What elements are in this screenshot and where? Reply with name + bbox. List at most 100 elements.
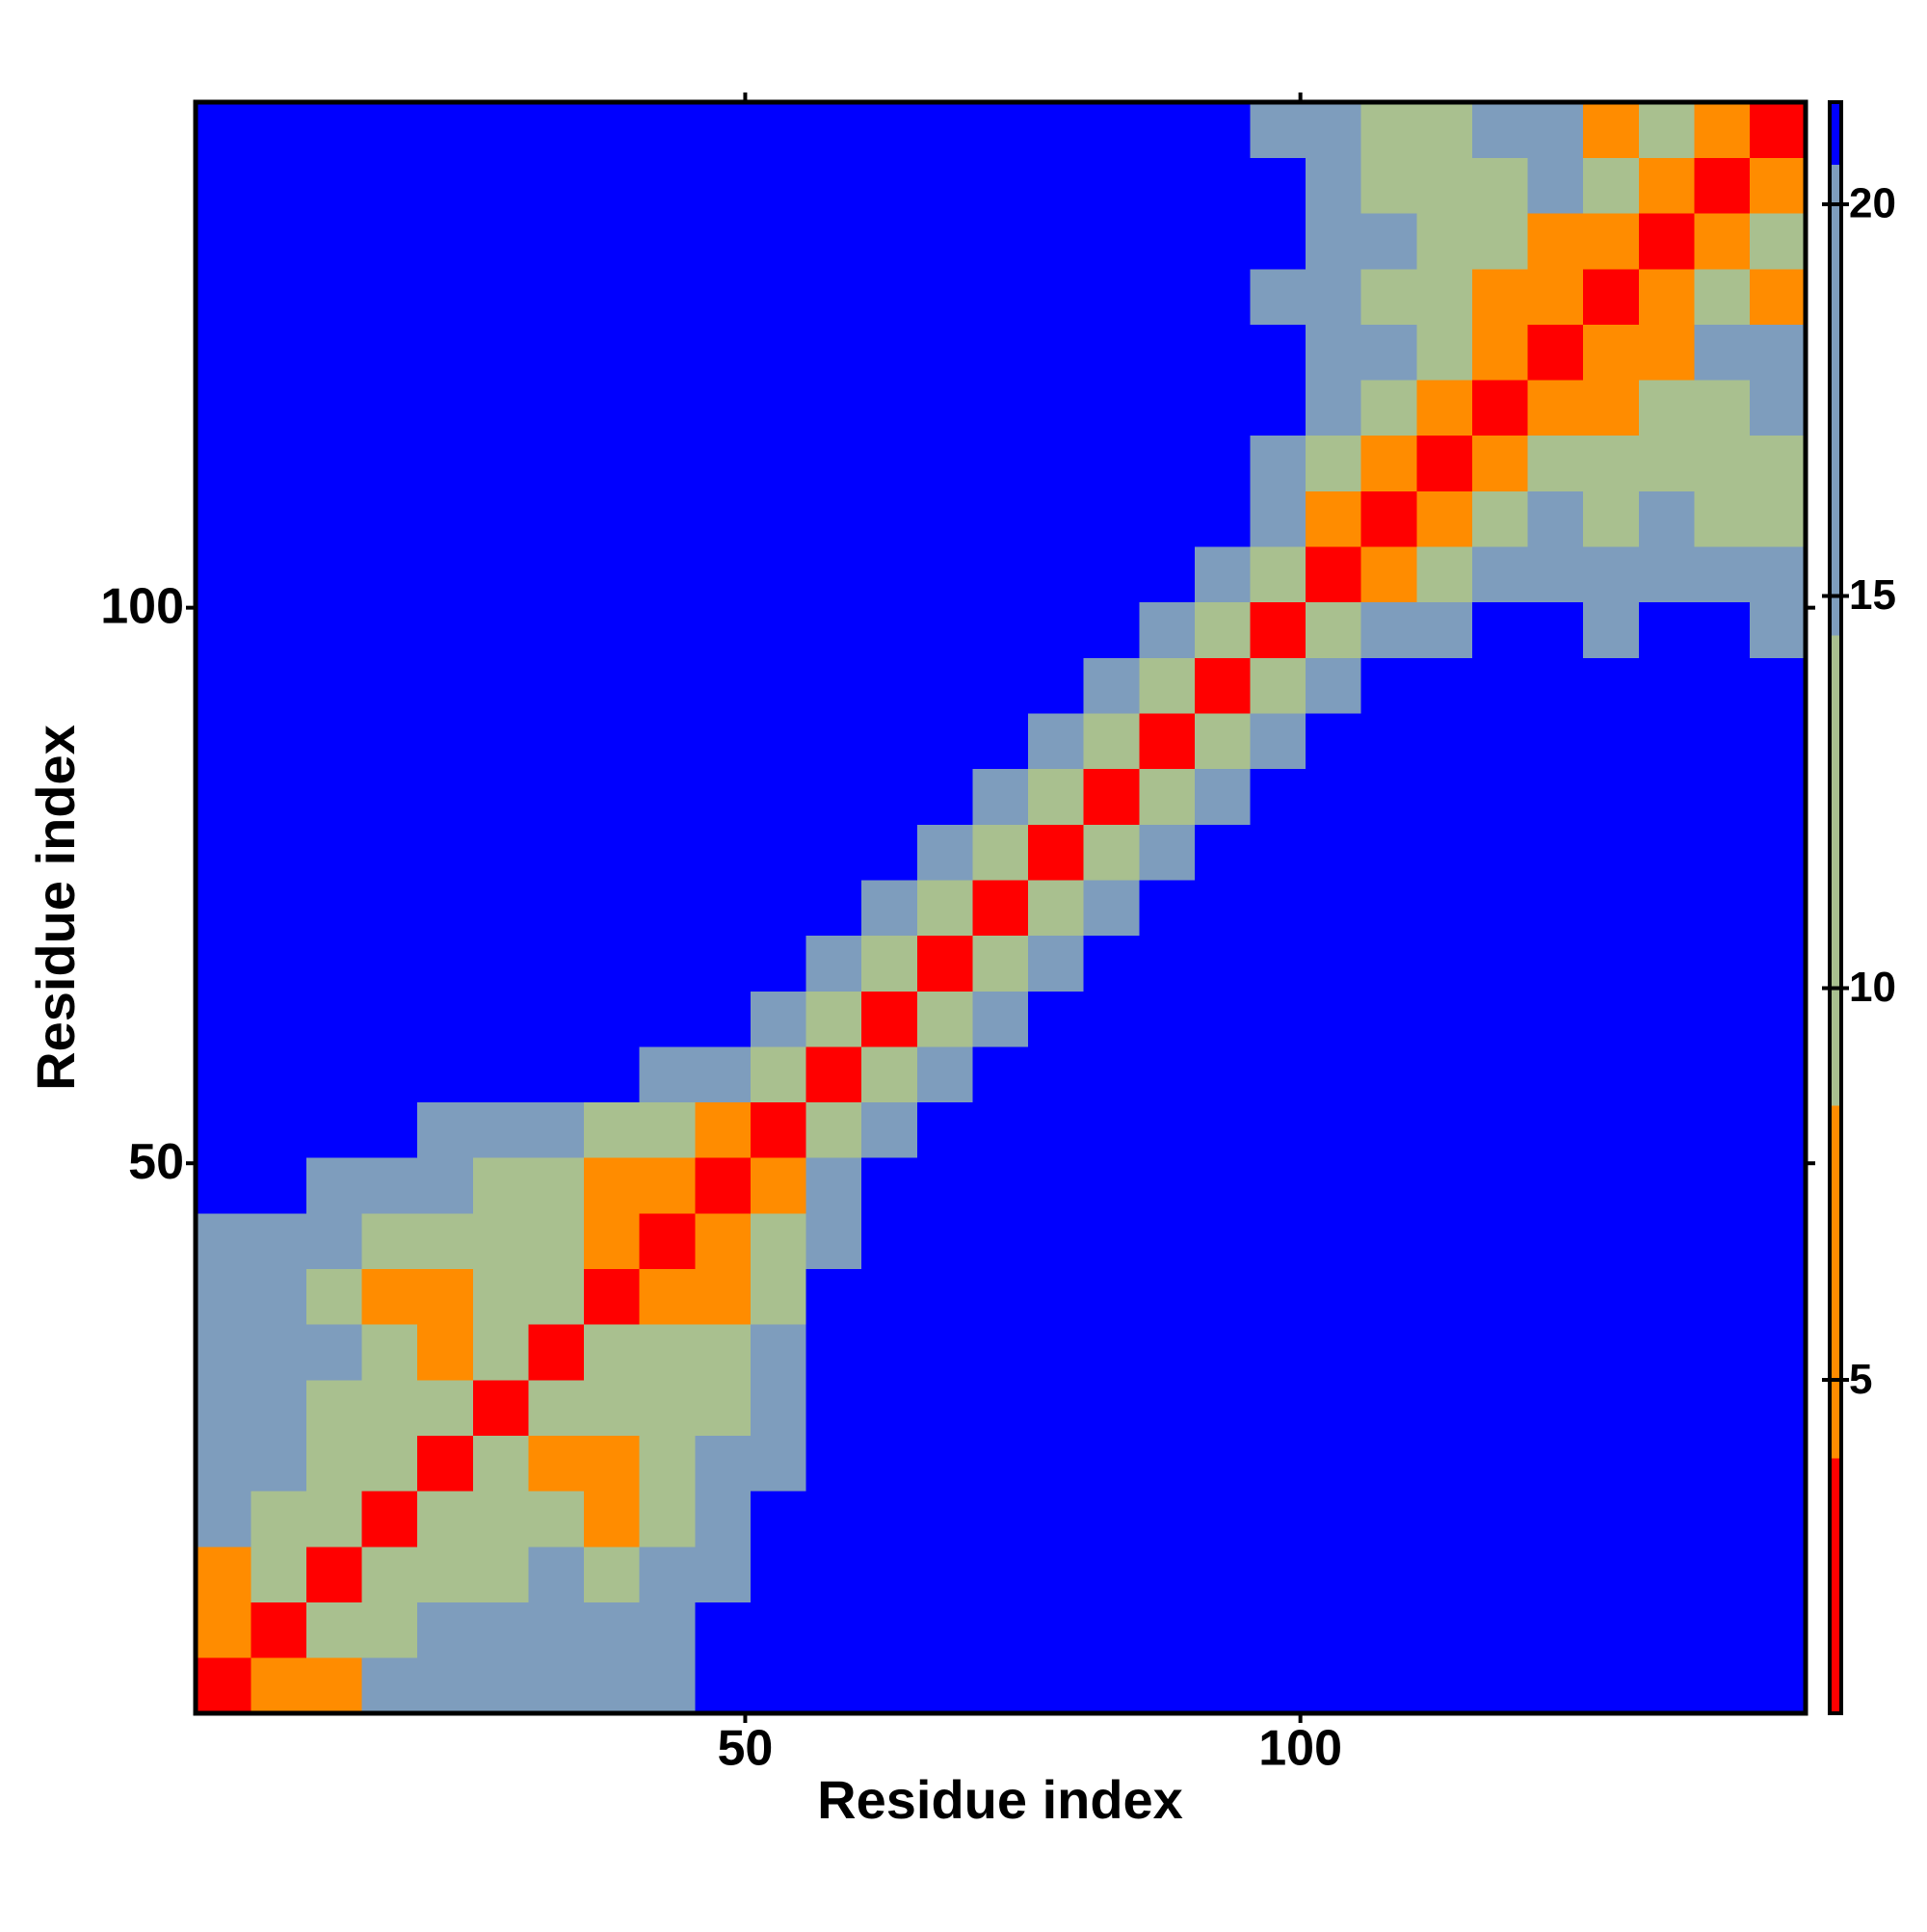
heatmap-cell <box>1360 1435 1417 1492</box>
heatmap-cell <box>639 935 696 992</box>
heatmap-cell <box>1194 324 1252 381</box>
heatmap-cell <box>805 1324 862 1381</box>
heatmap-cell <box>195 601 251 658</box>
heatmap-cell <box>695 1546 752 1602</box>
heatmap-cell <box>584 213 641 270</box>
heatmap-cell <box>1306 935 1362 992</box>
heatmap-cell <box>305 1435 363 1492</box>
heatmap-cell <box>1306 601 1362 658</box>
heatmap-cell <box>1694 157 1751 214</box>
heatmap-cell <box>1471 879 1529 937</box>
heatmap-cell <box>695 712 752 770</box>
heatmap-cell <box>916 601 973 658</box>
heatmap-cell <box>861 601 918 658</box>
heatmap-cell <box>1416 1491 1473 1548</box>
heatmap-cell <box>1028 1157 1085 1214</box>
heatmap-cell <box>1028 1546 1085 1602</box>
heatmap-cell <box>1250 824 1307 881</box>
heatmap-cell <box>1028 1435 1085 1492</box>
heatmap-cell <box>528 1601 585 1658</box>
heatmap-cell <box>1250 379 1307 437</box>
heatmap-cell <box>305 1045 363 1103</box>
heatmap-cell <box>528 1157 585 1214</box>
heatmap-cell <box>1306 991 1362 1047</box>
heatmap-cell <box>251 324 307 381</box>
heatmap-cell <box>251 657 307 714</box>
heatmap-cell <box>584 712 641 770</box>
heatmap-cell <box>1416 157 1473 214</box>
heatmap-cell <box>1194 824 1252 881</box>
heatmap-cell <box>805 157 862 214</box>
heatmap-cell <box>972 1045 1029 1103</box>
heatmap-cell <box>1194 879 1252 937</box>
heatmap-cell <box>1250 712 1307 770</box>
heatmap-cell <box>1028 1324 1085 1381</box>
heatmap-cell <box>695 1601 752 1658</box>
heatmap-cell <box>805 1379 862 1437</box>
heatmap-cell <box>1194 1601 1252 1658</box>
heatmap-cell <box>1306 379 1362 437</box>
heatmap-cell <box>750 1657 807 1714</box>
heatmap-cell <box>916 545 973 603</box>
heatmap-cell <box>1527 1157 1584 1214</box>
heatmap-cell <box>1694 879 1751 937</box>
heatmap-cell <box>861 213 918 270</box>
heatmap-cell <box>695 1435 752 1492</box>
heatmap-cell <box>361 157 418 214</box>
heatmap-cell <box>1471 490 1529 547</box>
heatmap-cell <box>1750 1324 1807 1381</box>
heatmap-cell <box>1750 1601 1807 1658</box>
heatmap-cell <box>861 1601 918 1658</box>
heatmap-cell <box>1083 1157 1140 1214</box>
heatmap-cell <box>528 545 585 603</box>
heatmap-cell <box>1527 545 1584 603</box>
heatmap-cell <box>584 101 641 158</box>
heatmap-cell <box>251 1157 307 1214</box>
heatmap-cell <box>305 268 363 325</box>
heatmap-cell <box>1194 1045 1252 1103</box>
heatmap-cell <box>1139 935 1196 992</box>
heatmap-cell <box>1471 1268 1529 1325</box>
heatmap-cell <box>1583 657 1640 714</box>
heatmap-cell <box>972 935 1029 992</box>
heatmap-cell <box>1471 1101 1529 1158</box>
heatmap-cell <box>361 1601 418 1658</box>
heatmap-cell <box>1638 435 1696 491</box>
heatmap-cell <box>639 1491 696 1548</box>
heatmap-cell <box>1694 1546 1751 1602</box>
heatmap-cell <box>1471 545 1529 603</box>
colorbar-segment <box>1830 1458 1841 1713</box>
heatmap-cell <box>1139 1435 1196 1492</box>
heatmap-cell <box>695 490 752 547</box>
heatmap-cell <box>1583 1601 1640 1658</box>
heatmap-cell <box>1638 1101 1696 1158</box>
heatmap-cell <box>1638 824 1696 881</box>
heatmap-cell <box>1638 1546 1696 1602</box>
heatmap-cell <box>305 545 363 603</box>
heatmap-cell <box>972 1601 1029 1658</box>
heatmap-cell <box>1139 490 1196 547</box>
heatmap-cell <box>195 1546 251 1602</box>
heatmap-cell <box>1250 768 1307 825</box>
heatmap-cell <box>528 1324 585 1381</box>
heatmap-cell <box>195 1212 251 1270</box>
heatmap-cell <box>1083 1045 1140 1103</box>
heatmap-cell <box>1360 1601 1417 1658</box>
heatmap-cell <box>639 268 696 325</box>
x-tick-label: 100 <box>1258 1721 1342 1777</box>
heatmap-cell <box>1750 1546 1807 1602</box>
heatmap-cell <box>1306 1546 1362 1602</box>
heatmap-cell <box>472 1268 530 1325</box>
heatmap-cell <box>972 490 1029 547</box>
heatmap-cell <box>1750 1435 1807 1492</box>
heatmap-cell <box>972 1435 1029 1492</box>
heatmap-cell <box>1527 935 1584 992</box>
heatmap-cell <box>1416 991 1473 1047</box>
heatmap-cell <box>1360 1491 1417 1548</box>
heatmap-cell <box>1194 1212 1252 1270</box>
heatmap-cell <box>695 157 752 214</box>
heatmap-cell <box>195 824 251 881</box>
heatmap-cell <box>1416 657 1473 714</box>
heatmap-cell <box>195 935 251 992</box>
